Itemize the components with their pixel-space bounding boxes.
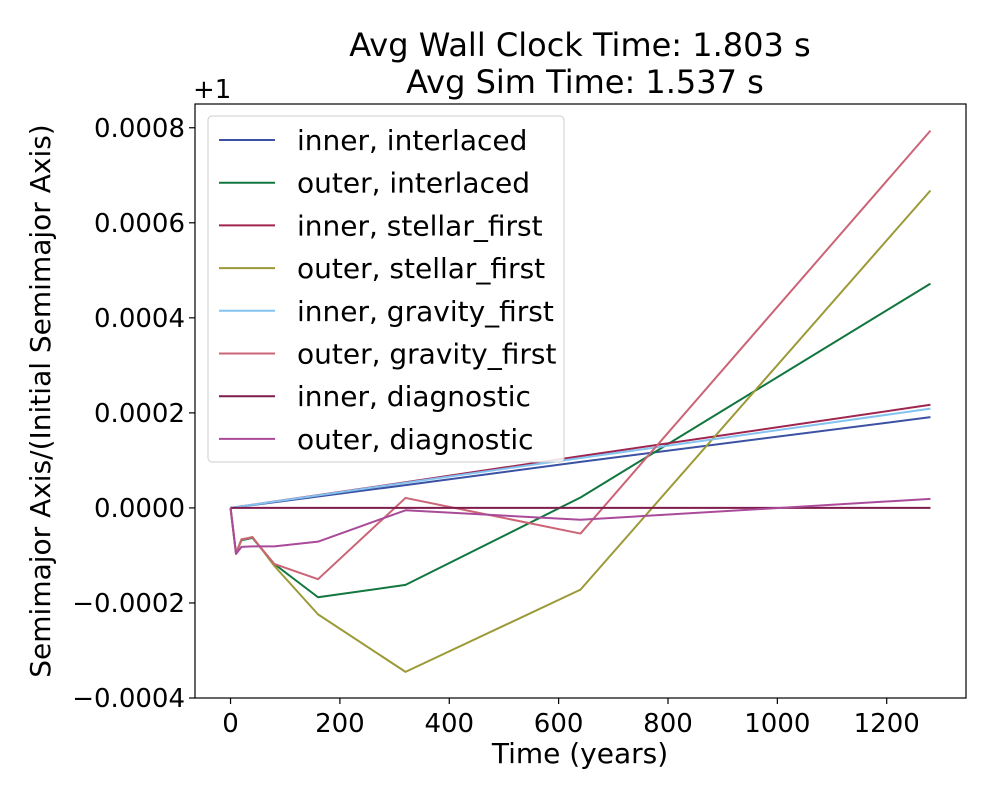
y-tick-label: 0.0002 [94, 399, 185, 429]
legend-label: outer, stellar_first [297, 252, 545, 285]
x-tick-label: 600 [534, 709, 584, 739]
y-tick-label: 0.0008 [94, 114, 185, 144]
legend-label: inner, interlaced [297, 124, 527, 157]
series-line-7 [229, 497, 931, 556]
legend-label: outer, interlaced [297, 167, 530, 200]
legend-label: inner, diagnostic [297, 380, 531, 413]
x-tick-label: 1000 [744, 709, 810, 739]
legend-label: outer, diagnostic [297, 423, 534, 456]
legend-box [207, 115, 565, 463]
x-tick-label: 800 [643, 709, 693, 739]
y-tick-label: 0.0000 [94, 494, 185, 524]
x-tick-label: 0 [222, 709, 239, 739]
legend: inner, interlaced outer, interlaced inner,… [207, 115, 565, 463]
x-axis-ticks: 0 200 400 600 800 1000 1200 [222, 698, 920, 739]
chart-title-line-2: Avg Sim Time: 1.537 s [406, 63, 764, 101]
y-tick-label: 0.0004 [94, 304, 185, 334]
legend-label: outer, gravity_first [297, 338, 556, 371]
plot-frame [194, 103, 967, 699]
plot-area [229, 129, 932, 673]
series-line-5 [229, 129, 932, 581]
y-tick-label: 0.0006 [94, 209, 185, 239]
legend-label: inner, stellar_first [297, 209, 543, 242]
x-tick-label: 1200 [854, 709, 920, 739]
y-tick-label: −0.0004 [72, 684, 185, 714]
series-line-4 [230, 407, 931, 509]
y-tick-label: −0.0002 [72, 589, 185, 619]
y-axis-offset-label: +1 [193, 75, 231, 105]
legend-label: inner, gravity_first [297, 295, 554, 328]
x-axis-label: Time (years) [491, 737, 668, 770]
chart-title-line-1: Avg Wall Clock Time: 1.803 s [349, 26, 810, 64]
y-axis-label: Semimajor Axis/(Initial Semimajor Axis) [24, 124, 57, 677]
x-tick-label: 400 [424, 709, 474, 739]
y-axis-ticks: −0.0004 −0.0002 0.0000 0.0002 0.0004 0.0006 0.… [72, 114, 195, 714]
x-tick-label: 200 [315, 709, 365, 739]
